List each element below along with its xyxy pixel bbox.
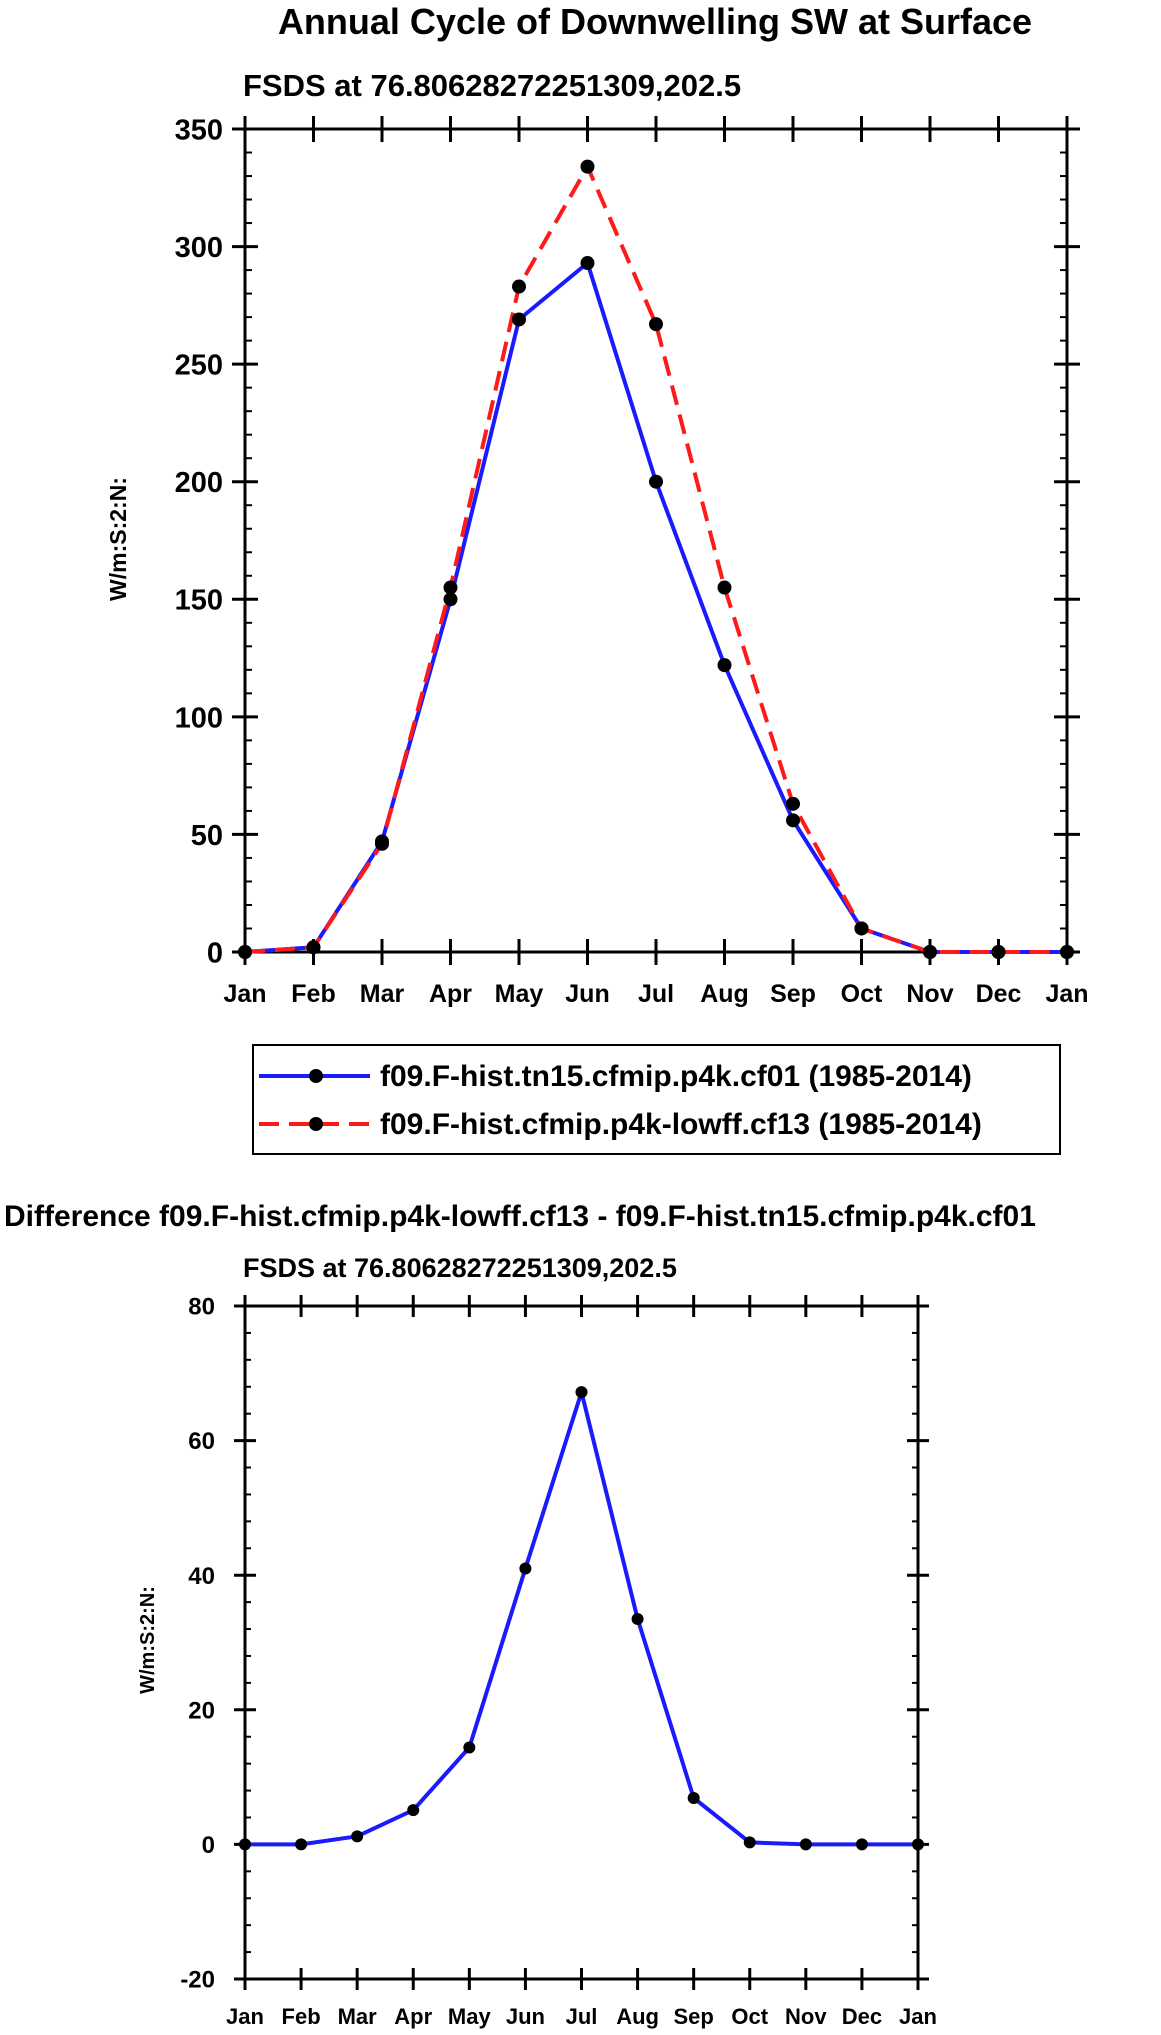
bottom-y-tick-label: 0: [202, 1832, 215, 1859]
top-y-axis-label: W/m:S:2:N:: [105, 477, 131, 601]
top-series-0-point: [512, 312, 526, 327]
top-series-1-point: [306, 940, 321, 955]
bottom-x-tick-label: Sep: [673, 2004, 713, 2029]
bottom-series-0-point: [799, 1838, 812, 1851]
bottom-y-ticks: -20 0 20 40 60 80: [180, 1294, 929, 1994]
bottom-series-line-0: [245, 1390, 918, 1847]
bottom-x-tick-label: Jun: [506, 2004, 545, 2029]
bottom-series-0-point: [912, 1838, 924, 1851]
bottom-y-tick-label: 20: [188, 1697, 215, 1724]
bottom-x-tick-label: Jan: [899, 2004, 937, 2029]
bottom-series-0-point: [575, 1386, 588, 1399]
top-x-tick-label: Aug: [700, 980, 749, 1008]
top-series-1-point: [786, 796, 800, 811]
top-x-tick-label: Feb: [291, 980, 335, 1008]
bottom-x-tick-label: Apr: [394, 2004, 432, 2029]
bottom-y-tick-label: -20: [180, 1967, 215, 1994]
top-series: [238, 159, 1074, 959]
bottom-series: [239, 1386, 924, 1851]
top-panel: Annual Cycle of Downwelling SW at Surfac…: [105, 1, 1089, 1008]
legend-entry-cf01: f09.F-hist.tn15.cfmip.p4k.cf01 (1985-201…: [380, 1060, 972, 1093]
bottom-x-tick-label: Nov: [785, 2004, 827, 2029]
bottom-subtitle: FSDS at 76.80628272251309,202.5: [243, 1253, 677, 1283]
top-y-tick-label: 300: [175, 232, 223, 264]
bottom-panel: Difference f09.F-hist.cfmip.p4k-lowff.cf…: [4, 1200, 1036, 2029]
top-y-ticks: 0 50 100 150 200 250 300 350: [175, 114, 1080, 969]
top-series-line-0: [244, 261, 1067, 954]
top-subtitle: FSDS at 76.80628272251309,202.5: [243, 68, 741, 103]
top-x-tick-label: Sep: [770, 980, 816, 1008]
bottom-series-0-point: [631, 1612, 644, 1625]
legend-marker-cf13: [309, 1117, 323, 1131]
bottom-x-tick-label: May: [448, 2004, 492, 2029]
bottom-series-0-point: [743, 1836, 756, 1849]
top-x-tick-label: Mar: [360, 980, 405, 1008]
top-y-tick-label: 100: [175, 702, 223, 734]
bottom-y-axis-label: W/m:S:2:N:: [137, 1586, 159, 1694]
top-y-tick-label: 50: [191, 820, 223, 852]
top-series-1-point: [443, 580, 458, 595]
bottom-series-0-point: [407, 1804, 420, 1817]
top-x-tick-label: Oct: [841, 980, 883, 1008]
bottom-x-ticks: Jan Feb Mar Apr May Jun Jul Aug Sep Oct Nov Dec Jan: [226, 1295, 937, 2029]
top-series-1-point: [854, 921, 869, 936]
top-x-tick-label: Jan: [223, 980, 266, 1008]
top-series-1-point: [991, 945, 1006, 959]
bottom-x-tick-label: Mar: [338, 2004, 378, 2029]
top-y-tick-label: 150: [175, 585, 223, 617]
bottom-plot-frame: [243, 1304, 920, 1981]
top-y-tick-label: 350: [175, 114, 223, 146]
bottom-series-0-point: [295, 1838, 308, 1851]
top-x-tick-label: Nov: [906, 980, 953, 1008]
bottom-x-tick-label: Jul: [566, 2004, 598, 2029]
legend-box: [252, 1044, 1061, 1155]
top-series-1-point: [238, 945, 252, 959]
top-series-1-point: [375, 836, 389, 851]
top-series-1-point: [923, 945, 937, 959]
top-series-0-point: [443, 592, 458, 607]
top-series-0-point: [580, 256, 595, 271]
legend: f09.F-hist.tn15.cfmip.p4k.cf01 (1985-201…: [252, 1044, 1061, 1155]
bottom-y-tick-label: 80: [188, 1294, 215, 1321]
top-x-tick-label: Jun: [565, 980, 609, 1008]
top-y-tick-label: 0: [207, 937, 223, 969]
top-x-tick-label: Jan: [1045, 980, 1088, 1008]
bottom-x-tick-label: Aug: [616, 2004, 659, 2029]
top-x-tick-label: Dec: [976, 980, 1022, 1008]
bottom-series-0-point: [463, 1741, 476, 1754]
bottom-x-tick-label: Dec: [842, 2004, 882, 2029]
bottom-x-tick-label: Feb: [282, 2004, 321, 2029]
legend-marker-cf01: [309, 1069, 323, 1083]
bottom-series-0-point: [239, 1838, 251, 1851]
top-title: Annual Cycle of Downwelling SW at Surfac…: [278, 1, 1032, 42]
top-plot-frame: [243, 127, 1069, 954]
top-series-0-point: [717, 658, 732, 673]
bottom-series-0-point: [519, 1562, 532, 1575]
top-series-1-point: [1060, 945, 1074, 959]
top-series-1-point: [717, 580, 732, 595]
top-series-1-point: [512, 279, 526, 294]
top-series-0-point: [649, 474, 663, 489]
top-y-tick-label: 250: [175, 350, 223, 382]
legend-entry-cf13: f09.F-hist.cfmip.p4k-lowff.cf13 (1985-20…: [380, 1108, 982, 1141]
top-x-tick-label: May: [495, 980, 544, 1008]
bottom-y-tick-label: 40: [188, 1563, 215, 1590]
bottom-x-tick-label: Oct: [731, 2004, 768, 2029]
bottom-series-0-point: [855, 1838, 868, 1851]
top-x-tick-label: Jul: [638, 980, 674, 1008]
top-series-0-point: [786, 813, 800, 828]
bottom-series-0-point: [687, 1791, 700, 1804]
bottom-y-tick-label: 60: [188, 1428, 215, 1455]
top-series-line-1: [244, 164, 1067, 954]
bottom-title: Difference f09.F-hist.cfmip.p4k-lowff.cf…: [4, 1200, 1036, 1233]
top-y-tick-label: 200: [175, 467, 223, 499]
bottom-series-0-point: [351, 1830, 364, 1843]
top-x-tick-label: Apr: [429, 980, 472, 1008]
top-x-ticks: Jan Feb Mar Apr May Jun Jul Aug Sep Oct Nov Dec Jan: [223, 116, 1089, 1008]
top-series-1-point: [649, 317, 663, 332]
top-series-1-point: [580, 159, 595, 174]
bottom-x-tick-label: Jan: [226, 2004, 264, 2029]
